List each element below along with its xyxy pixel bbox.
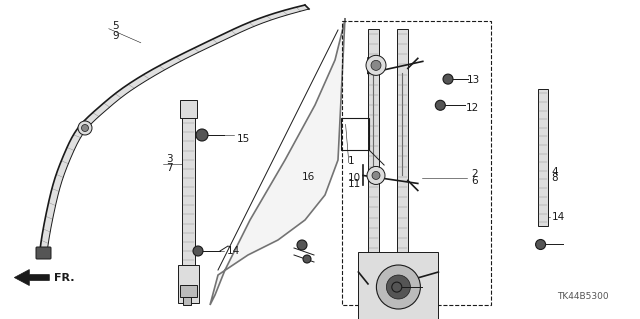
Bar: [368, 29, 379, 284]
Bar: [358, 252, 438, 319]
Bar: [397, 29, 408, 284]
Polygon shape: [14, 270, 49, 286]
Text: 5: 5: [112, 21, 118, 31]
Text: 11: 11: [348, 179, 361, 189]
Circle shape: [376, 265, 420, 309]
Text: 2: 2: [471, 169, 477, 180]
Bar: [178, 265, 199, 303]
Circle shape: [443, 74, 453, 84]
FancyBboxPatch shape: [36, 247, 51, 259]
Polygon shape: [40, 5, 309, 253]
Circle shape: [392, 282, 402, 292]
Bar: [180, 100, 197, 118]
Text: 15: 15: [237, 134, 250, 144]
Text: 13: 13: [467, 75, 481, 85]
Circle shape: [372, 171, 380, 180]
Text: 10: 10: [348, 173, 361, 183]
Circle shape: [81, 124, 88, 131]
Circle shape: [366, 56, 386, 75]
Circle shape: [367, 167, 385, 184]
Text: 9: 9: [112, 31, 118, 41]
Circle shape: [193, 246, 203, 256]
Bar: [183, 297, 191, 305]
Circle shape: [196, 129, 208, 141]
Text: 8: 8: [552, 173, 558, 183]
Circle shape: [78, 121, 92, 135]
Text: 16: 16: [302, 172, 316, 182]
Bar: [342, 21, 491, 305]
Circle shape: [387, 275, 410, 299]
Circle shape: [536, 240, 545, 249]
Circle shape: [303, 255, 311, 263]
Bar: [538, 89, 548, 226]
Bar: [180, 285, 197, 297]
Text: 12: 12: [466, 103, 479, 114]
Bar: [341, 118, 369, 150]
Text: 12: 12: [415, 283, 428, 293]
Text: 3: 3: [166, 154, 173, 165]
Text: 1: 1: [348, 156, 354, 166]
Text: 6: 6: [471, 176, 477, 186]
Polygon shape: [210, 18, 345, 305]
Circle shape: [435, 100, 445, 110]
Text: 4: 4: [552, 167, 558, 177]
Circle shape: [297, 240, 307, 250]
Circle shape: [371, 60, 381, 70]
Text: 7: 7: [166, 163, 173, 174]
Text: TK44B5300: TK44B5300: [557, 292, 609, 301]
Bar: [182, 100, 195, 265]
Text: 14: 14: [552, 212, 565, 222]
Text: FR.: FR.: [54, 272, 75, 283]
Text: 14: 14: [227, 246, 241, 256]
